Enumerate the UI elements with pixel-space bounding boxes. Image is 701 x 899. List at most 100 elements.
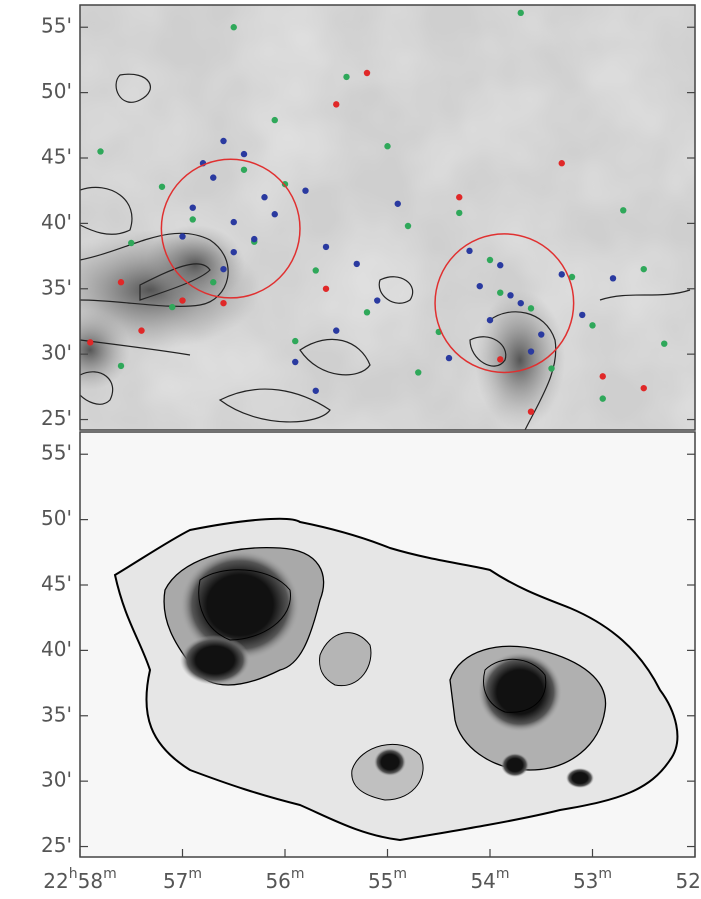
point bbox=[210, 279, 217, 286]
point bbox=[497, 356, 504, 363]
point bbox=[138, 327, 145, 334]
point bbox=[568, 273, 576, 281]
top-background bbox=[80, 5, 695, 430]
point bbox=[117, 279, 125, 286]
point bbox=[609, 275, 617, 282]
point bbox=[97, 148, 104, 155]
point bbox=[599, 373, 606, 380]
point bbox=[343, 73, 350, 81]
x-tick-label: 53m bbox=[573, 866, 612, 893]
point bbox=[640, 265, 647, 273]
point bbox=[538, 331, 545, 338]
point bbox=[230, 24, 237, 31]
y-tick-label: 25' bbox=[41, 406, 72, 430]
point bbox=[558, 160, 565, 167]
point bbox=[271, 116, 278, 124]
x-tick-label: 52m bbox=[675, 866, 701, 893]
point bbox=[497, 289, 504, 296]
point bbox=[384, 143, 391, 150]
point bbox=[312, 267, 319, 274]
y-tick-label: 40' bbox=[41, 210, 72, 234]
point bbox=[579, 311, 586, 319]
point bbox=[353, 260, 360, 268]
point bbox=[620, 207, 627, 214]
point bbox=[558, 271, 565, 278]
point bbox=[497, 262, 504, 269]
point bbox=[445, 354, 453, 362]
point bbox=[374, 297, 381, 304]
y-tick-label: 45' bbox=[41, 572, 72, 596]
point bbox=[548, 365, 555, 372]
point bbox=[261, 194, 268, 201]
point bbox=[466, 247, 473, 255]
x-tick-label: 22h58m bbox=[43, 866, 116, 893]
x-tick-label: 56m bbox=[265, 866, 304, 893]
point bbox=[507, 292, 514, 299]
point bbox=[117, 362, 125, 370]
point bbox=[169, 303, 176, 311]
point bbox=[456, 209, 463, 217]
point bbox=[292, 358, 299, 366]
point bbox=[220, 137, 227, 145]
point bbox=[333, 101, 340, 108]
points bbox=[87, 9, 668, 415]
point bbox=[189, 204, 196, 211]
y-tick-label: 40' bbox=[41, 637, 72, 661]
y-tick-label: 55' bbox=[41, 441, 72, 465]
point bbox=[527, 408, 535, 415]
point bbox=[179, 233, 186, 240]
y-tick-label: 50' bbox=[41, 79, 72, 103]
point bbox=[189, 216, 196, 223]
point bbox=[394, 200, 401, 207]
point bbox=[404, 222, 412, 230]
point bbox=[476, 282, 483, 290]
x-tick-label: 57m bbox=[163, 866, 202, 893]
bottom-background bbox=[80, 432, 695, 857]
y-tick-label: 35' bbox=[41, 275, 72, 299]
point bbox=[486, 256, 494, 264]
region-circle bbox=[160, 158, 301, 299]
point bbox=[333, 327, 340, 334]
point bbox=[220, 265, 227, 273]
y-tick-label: 45' bbox=[41, 145, 72, 169]
point bbox=[527, 348, 535, 355]
point bbox=[230, 218, 237, 226]
point bbox=[517, 299, 524, 307]
point bbox=[363, 69, 371, 77]
point bbox=[517, 9, 524, 17]
point bbox=[486, 316, 494, 324]
y-tick-label: 50' bbox=[41, 506, 72, 530]
y-tick-label: 30' bbox=[41, 768, 72, 792]
point bbox=[322, 243, 330, 251]
point bbox=[179, 297, 186, 304]
point bbox=[251, 235, 258, 243]
x-tick-label: 55m bbox=[368, 866, 407, 893]
point bbox=[230, 248, 237, 256]
point bbox=[240, 166, 248, 173]
x-tick-label: 54m bbox=[470, 866, 509, 893]
y-tick-label: 30' bbox=[41, 341, 72, 365]
point bbox=[302, 187, 309, 194]
point bbox=[128, 239, 135, 247]
point bbox=[158, 183, 166, 190]
point bbox=[599, 395, 606, 402]
point bbox=[363, 309, 371, 316]
point bbox=[271, 211, 278, 218]
point bbox=[640, 384, 647, 392]
point bbox=[220, 299, 227, 307]
point bbox=[87, 339, 94, 346]
y-tick-label: 25' bbox=[41, 833, 72, 857]
y-tick-label: 35' bbox=[41, 702, 72, 726]
y-tick-label: 55' bbox=[41, 14, 72, 38]
point bbox=[527, 305, 535, 312]
point bbox=[322, 285, 330, 292]
point bbox=[292, 337, 299, 345]
top-frame bbox=[79, 4, 696, 431]
point bbox=[415, 369, 422, 376]
region-circle bbox=[434, 233, 575, 374]
point bbox=[210, 174, 217, 181]
point bbox=[589, 322, 596, 329]
point bbox=[312, 387, 319, 394]
point bbox=[456, 194, 463, 201]
